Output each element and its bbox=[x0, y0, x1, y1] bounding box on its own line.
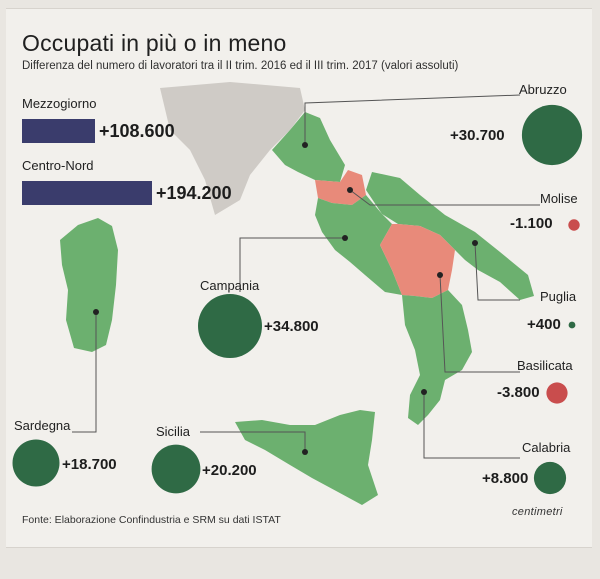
map-region-abruzzo bbox=[272, 112, 345, 182]
bar-label-centro-nord: Centro-Nord bbox=[22, 158, 94, 173]
leader-lines bbox=[72, 94, 540, 459]
leader-line-abruzzo bbox=[304, 94, 521, 145]
region-label-sardegna: Sardegna bbox=[14, 418, 71, 433]
bubble-puglia bbox=[568, 321, 576, 329]
bubble-molise bbox=[568, 219, 580, 231]
region-label-sicilia: Sicilia bbox=[156, 424, 190, 439]
region-label-abruzzo: Abruzzo bbox=[519, 82, 567, 97]
region-label-calabria: Calabria bbox=[522, 440, 571, 455]
region-label-puglia: Puglia bbox=[540, 289, 577, 304]
leader-line-puglia bbox=[474, 242, 520, 301]
map-region-molise bbox=[315, 170, 366, 205]
region-value-campania: +34.800 bbox=[264, 318, 319, 335]
bubble-basilicata bbox=[546, 382, 568, 404]
map-dot-calabria bbox=[421, 389, 427, 395]
source-note: Fonte: Elaborazione Confindustria e SRM … bbox=[22, 514, 281, 526]
map-region-puglia bbox=[366, 172, 534, 300]
leader-line-campania bbox=[239, 237, 345, 292]
bar-centro-nord bbox=[22, 181, 152, 205]
map-dot-basilicata bbox=[437, 272, 443, 278]
map-dot-sardegna bbox=[93, 309, 99, 315]
map-region-campania bbox=[315, 195, 402, 295]
map-dot-campania bbox=[342, 235, 348, 241]
bar-label-mezzogiorno: Mezzogiorno bbox=[22, 96, 97, 111]
map-dot-sicilia bbox=[302, 449, 308, 455]
bubble-abruzzo bbox=[521, 104, 583, 166]
bar-mezzogiorno bbox=[22, 119, 95, 143]
bubble-sicilia bbox=[151, 444, 201, 494]
map-region-sicilia bbox=[235, 410, 378, 505]
map-region-calabria bbox=[402, 290, 472, 425]
leader-line-sardegna bbox=[72, 312, 97, 433]
region-label-basilicata: Basilicata bbox=[517, 358, 573, 373]
region-dots bbox=[93, 142, 478, 455]
region-value-abruzzo: +30.700 bbox=[450, 127, 505, 144]
bubble-campania bbox=[198, 294, 262, 358]
map-northern-area bbox=[160, 82, 305, 215]
bar-value-centro-nord: +194.200 bbox=[156, 183, 232, 203]
region-value-sardegna: +18.700 bbox=[62, 456, 117, 473]
bubble-sardegna bbox=[12, 439, 60, 487]
bubbles bbox=[12, 104, 583, 495]
region-value-molise: -1.100 bbox=[510, 215, 553, 232]
map-dot-molise bbox=[347, 187, 353, 193]
chart-title: Occupati in più o in meno bbox=[22, 30, 287, 56]
map bbox=[60, 82, 534, 505]
leader-line-basilicata bbox=[439, 274, 520, 373]
region-label-campania: Campania bbox=[200, 278, 260, 293]
region-label-molise: Molise bbox=[540, 191, 578, 206]
publisher-logo: centimetri bbox=[512, 506, 563, 518]
leader-line-molise bbox=[349, 189, 540, 206]
region-value-sicilia: +20.200 bbox=[202, 462, 257, 479]
bubble-calabria bbox=[533, 461, 567, 495]
map-dot-puglia bbox=[472, 240, 478, 246]
leader-line-sicilia bbox=[200, 431, 306, 452]
chart-subtitle: Differenza del numero di lavoratori tra … bbox=[22, 60, 459, 72]
map-region-sardegna bbox=[60, 218, 118, 352]
map-dot-abruzzo bbox=[302, 142, 308, 148]
region-value-basilicata: -3.800 bbox=[497, 384, 540, 401]
region-value-puglia: +400 bbox=[527, 316, 561, 333]
leader-line-calabria bbox=[423, 392, 520, 459]
map-region-basilicata bbox=[380, 224, 455, 298]
bar-value-mezzogiorno: +108.600 bbox=[99, 121, 175, 141]
region-value-calabria: +8.800 bbox=[482, 470, 529, 487]
